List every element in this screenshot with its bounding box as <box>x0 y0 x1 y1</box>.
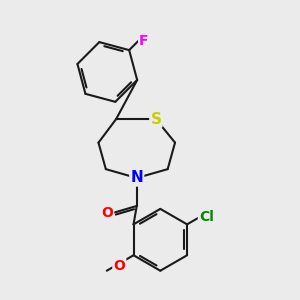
Text: Cl: Cl <box>199 210 214 224</box>
Text: N: N <box>130 170 143 185</box>
Text: O: O <box>113 259 125 273</box>
Text: S: S <box>150 112 161 127</box>
Text: O: O <box>101 206 113 220</box>
Text: F: F <box>139 34 148 48</box>
